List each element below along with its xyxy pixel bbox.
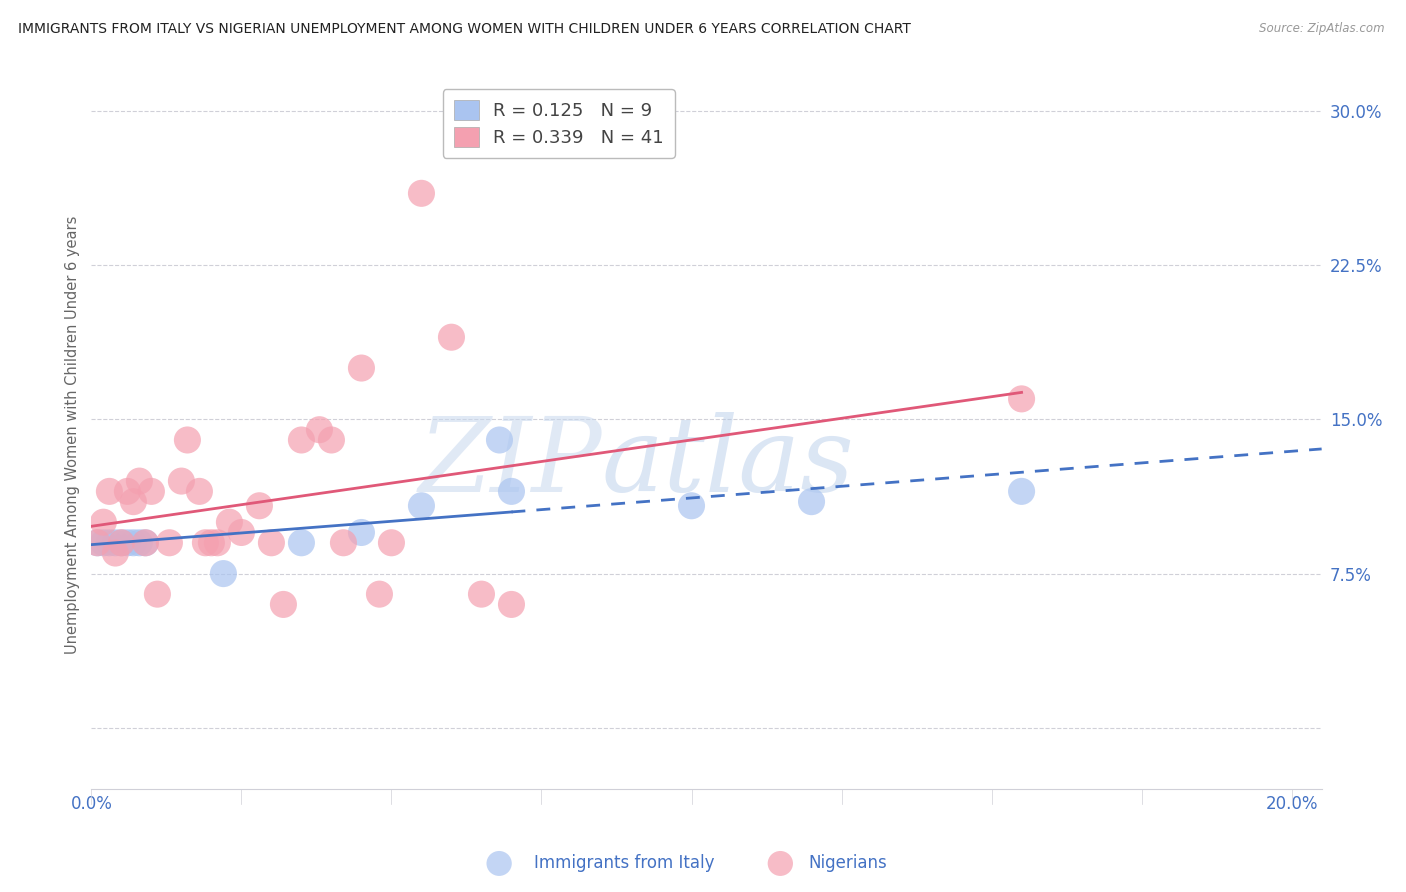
- Point: [212, 566, 235, 581]
- Point: [122, 535, 145, 549]
- Point: [207, 535, 229, 549]
- Point: [93, 515, 115, 529]
- Point: [146, 587, 169, 601]
- Point: [200, 535, 222, 549]
- Point: [249, 499, 271, 513]
- Point: [368, 587, 391, 601]
- Text: Immigrants from Italy: Immigrants from Italy: [534, 855, 714, 872]
- Point: [117, 535, 139, 549]
- Point: [98, 484, 121, 499]
- Point: [350, 361, 373, 376]
- Point: [488, 433, 510, 447]
- Legend: R = 0.125   N = 9, R = 0.339   N = 41: R = 0.125 N = 9, R = 0.339 N = 41: [443, 89, 675, 158]
- Text: atlas: atlas: [602, 412, 855, 514]
- Point: [134, 535, 156, 549]
- Point: [117, 484, 139, 499]
- Point: [332, 535, 354, 549]
- Text: Nigerians: Nigerians: [808, 855, 887, 872]
- Point: [93, 535, 115, 549]
- Point: [321, 433, 343, 447]
- Point: [501, 598, 523, 612]
- Point: [157, 535, 180, 549]
- Point: [440, 330, 463, 344]
- Point: [98, 535, 121, 549]
- Text: ZIP: ZIP: [419, 412, 602, 514]
- Point: [1011, 484, 1033, 499]
- Point: [141, 484, 163, 499]
- Point: [681, 499, 703, 513]
- Point: [350, 525, 373, 540]
- Point: [110, 535, 132, 549]
- Point: [290, 433, 312, 447]
- Point: [110, 535, 132, 549]
- Point: [134, 535, 156, 549]
- Point: [1011, 392, 1033, 406]
- Point: [218, 515, 240, 529]
- Point: [170, 474, 193, 488]
- Point: [470, 587, 492, 601]
- Point: [128, 474, 150, 488]
- Point: [501, 484, 523, 499]
- Point: [128, 535, 150, 549]
- Y-axis label: Unemployment Among Women with Children Under 6 years: Unemployment Among Women with Children U…: [65, 216, 80, 654]
- Point: [194, 535, 217, 549]
- Point: [308, 423, 330, 437]
- Point: [273, 598, 295, 612]
- Text: Source: ZipAtlas.com: Source: ZipAtlas.com: [1260, 22, 1385, 36]
- Point: [290, 535, 312, 549]
- Point: [260, 535, 283, 549]
- Point: [411, 499, 433, 513]
- Point: [104, 546, 127, 560]
- Text: IMMIGRANTS FROM ITALY VS NIGERIAN UNEMPLOYMENT AMONG WOMEN WITH CHILDREN UNDER 6: IMMIGRANTS FROM ITALY VS NIGERIAN UNEMPL…: [18, 22, 911, 37]
- Point: [86, 535, 108, 549]
- Point: [800, 494, 823, 508]
- Point: [188, 484, 211, 499]
- Point: [122, 494, 145, 508]
- Point: [176, 433, 198, 447]
- Point: [411, 186, 433, 201]
- Point: [380, 535, 402, 549]
- Point: [104, 535, 127, 549]
- Point: [231, 525, 253, 540]
- Point: [86, 535, 108, 549]
